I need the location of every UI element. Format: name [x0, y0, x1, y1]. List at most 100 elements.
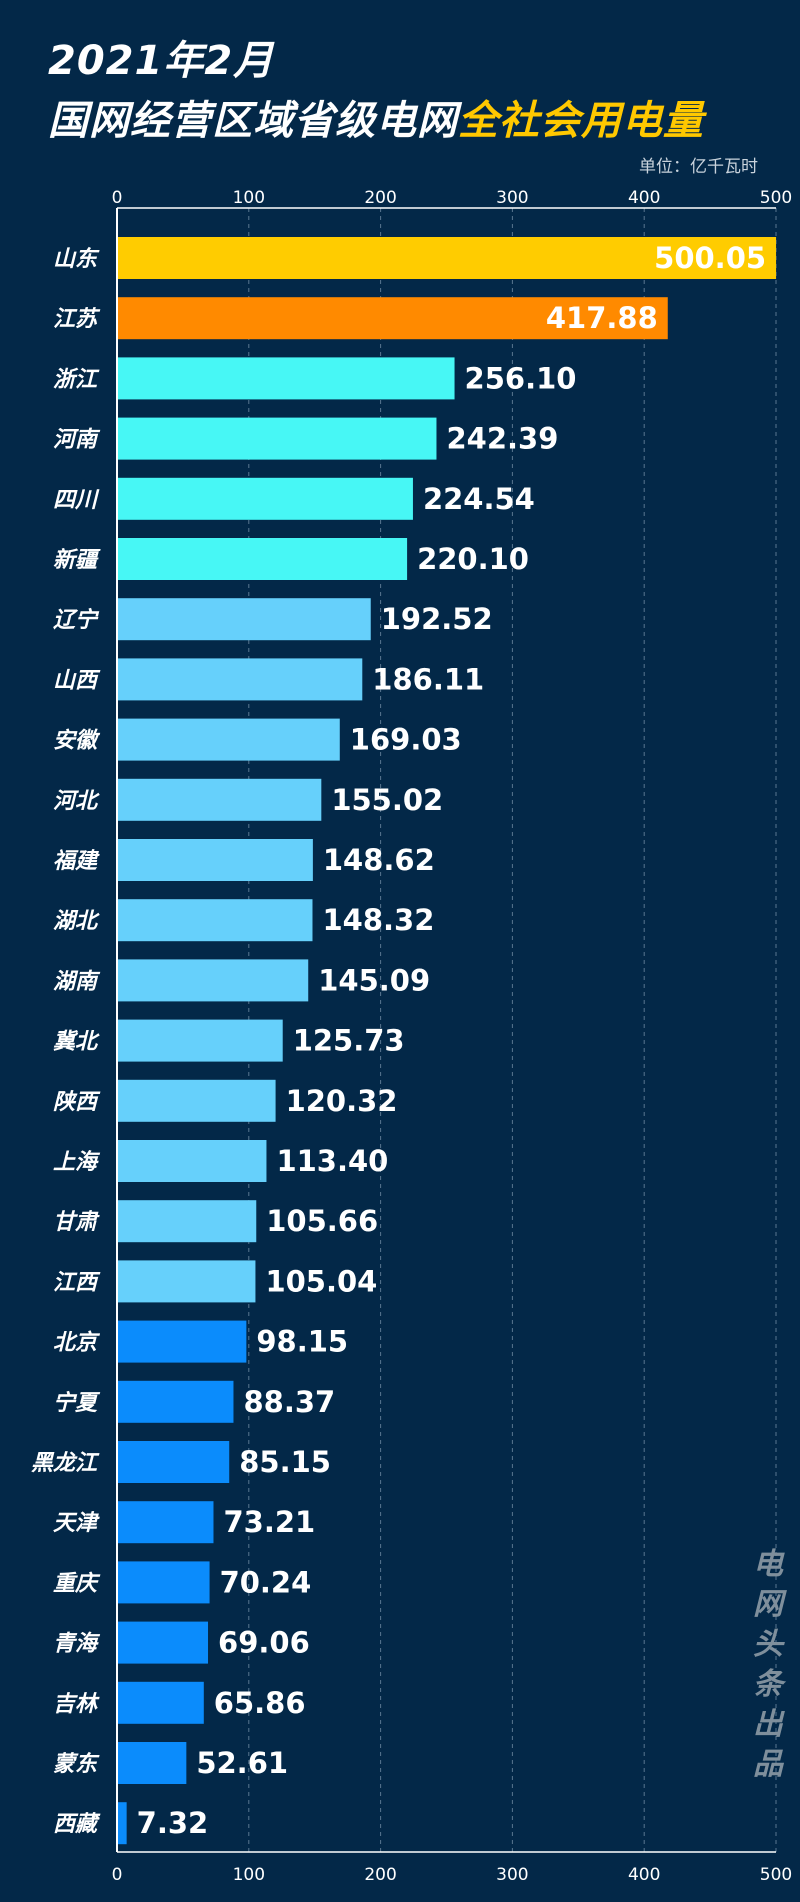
category-label: 河南 — [53, 428, 101, 453]
value-label: 155.02 — [331, 783, 443, 817]
bar — [117, 417, 437, 460]
bar — [117, 839, 313, 881]
value-label: 105.04 — [265, 1264, 377, 1298]
x-tick-label-bottom: 0 — [112, 1865, 123, 1885]
bar — [117, 1200, 257, 1243]
watermark-char: 出 — [753, 1707, 783, 1742]
bar — [117, 297, 668, 340]
bar — [117, 1681, 204, 1724]
value-label: 65.86 — [214, 1686, 306, 1720]
x-tick-label-top: 500 — [760, 188, 792, 208]
title-highlight: 全社会用电量 — [458, 98, 704, 144]
category-label: 宁夏 — [53, 1390, 101, 1416]
x-tick-label-bottom: 300 — [496, 1865, 528, 1885]
bar — [117, 357, 455, 400]
bar — [117, 658, 363, 701]
bar — [117, 778, 322, 821]
x-tick-label-top: 100 — [233, 188, 265, 208]
category-label: 天津 — [53, 1511, 100, 1536]
category-label: 陕西 — [53, 1090, 101, 1115]
category-label: 河北 — [53, 789, 100, 814]
value-label: 105.66 — [266, 1204, 378, 1238]
value-label: 224.54 — [423, 482, 535, 516]
value-label: 85.15 — [239, 1445, 331, 1479]
value-label: 186.11 — [372, 662, 484, 696]
watermark: 电网头条出品 — [748, 1545, 788, 1785]
value-label: 70.24 — [220, 1565, 312, 1599]
watermark-char: 头 — [753, 1627, 783, 1662]
bar — [117, 1320, 247, 1363]
category-label: 湖北 — [53, 909, 100, 934]
category-label: 山东 — [53, 246, 100, 272]
title-main: 国网经营区域省级电网 — [48, 98, 458, 144]
category-label: 福建 — [53, 849, 100, 874]
watermark-char: 网 — [753, 1587, 783, 1622]
value-label: 417.88 — [546, 301, 658, 335]
category-label: 浙江 — [53, 367, 100, 392]
category-label: 辽宁 — [53, 607, 100, 633]
x-tick-label-bottom: 100 — [233, 1865, 265, 1885]
x-tick-label-top: 300 — [496, 188, 528, 208]
category-label: 上海 — [53, 1150, 101, 1175]
category-label: 青海 — [53, 1632, 101, 1657]
value-label: 500.05 — [654, 241, 766, 275]
value-label: 242.39 — [446, 422, 558, 456]
category-label: 吉林 — [53, 1692, 100, 1717]
title-date: 2021年2月 — [48, 38, 275, 84]
category-label: 蒙东 — [53, 1751, 100, 1777]
category-label: 江西 — [53, 1270, 101, 1295]
value-label: 169.03 — [350, 723, 462, 757]
watermark-char: 条 — [753, 1667, 783, 1702]
category-label: 山西 — [53, 668, 101, 693]
value-label: 145.09 — [318, 963, 430, 997]
category-label: 冀北 — [53, 1030, 100, 1055]
watermark-char: 电 — [753, 1547, 783, 1582]
bar — [117, 1441, 230, 1483]
x-tick-label-top: 400 — [628, 188, 660, 208]
bar — [117, 477, 413, 520]
category-label: 甘肃 — [53, 1210, 100, 1235]
bar — [117, 899, 313, 942]
x-tick-label-top: 200 — [364, 188, 396, 208]
bar — [117, 237, 777, 279]
value-label: 220.10 — [417, 542, 529, 576]
category-label: 四川 — [53, 488, 100, 513]
value-label: 88.37 — [243, 1385, 335, 1419]
category-label: 西藏 — [53, 1812, 101, 1837]
value-label: 120.32 — [286, 1084, 398, 1118]
x-tick-label-bottom: 200 — [364, 1865, 396, 1885]
category-label: 新疆 — [53, 547, 101, 573]
bar — [117, 1742, 187, 1784]
bar — [117, 1380, 234, 1423]
bar — [117, 1621, 209, 1664]
value-label: 69.06 — [218, 1626, 310, 1660]
value-label: 148.32 — [322, 903, 434, 937]
value-label: 7.32 — [137, 1806, 209, 1840]
bar — [117, 718, 340, 761]
bar — [117, 1019, 283, 1062]
category-label: 江苏 — [53, 307, 101, 332]
category-label: 安徽 — [53, 728, 101, 754]
watermark-char: 品 — [753, 1747, 783, 1782]
bar — [117, 1260, 256, 1303]
x-tick-label-bottom: 500 — [760, 1865, 792, 1885]
value-label: 192.52 — [381, 602, 493, 636]
category-label: 重庆 — [53, 1570, 101, 1596]
unit-label: 单位：亿千瓦时 — [639, 157, 758, 177]
bar — [117, 1079, 276, 1122]
value-label: 256.10 — [465, 361, 577, 395]
category-label: 黑龙江 — [31, 1451, 100, 1476]
bar — [117, 1501, 214, 1544]
bar — [117, 538, 408, 580]
category-label: 湖南 — [53, 969, 101, 994]
value-label: 73.21 — [223, 1505, 315, 1539]
bar — [117, 598, 371, 641]
value-label: 148.62 — [323, 843, 435, 877]
bar — [117, 1561, 210, 1604]
value-label: 52.61 — [196, 1746, 288, 1780]
bar — [117, 1802, 127, 1845]
x-tick-label-top: 0 — [112, 188, 123, 208]
value-label: 113.40 — [276, 1144, 388, 1178]
x-tick-label-bottom: 400 — [628, 1865, 660, 1885]
